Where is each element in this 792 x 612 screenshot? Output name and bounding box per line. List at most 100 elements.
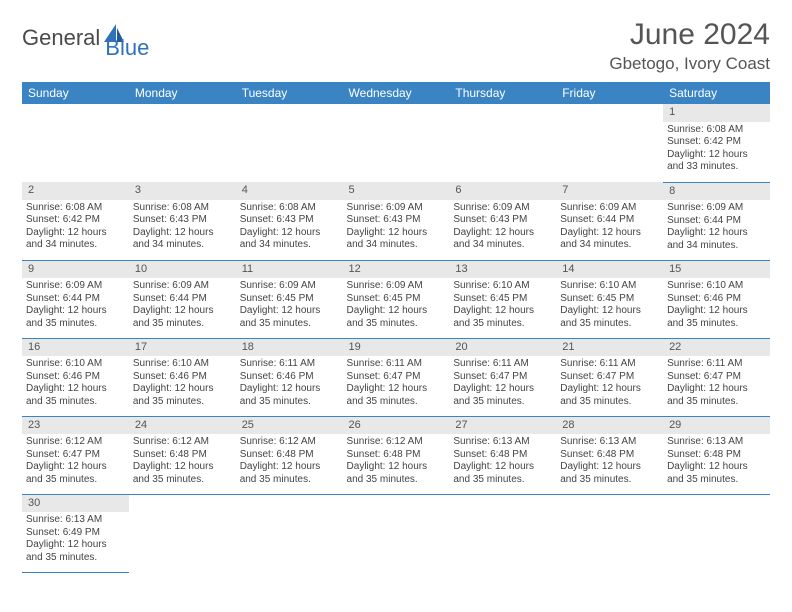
sunset-line: Sunset: 6:48 PM xyxy=(347,449,446,462)
day-content: 19Sunrise: 6:11 AMSunset: 6:47 PMDayligh… xyxy=(347,339,446,409)
day-number: 28 xyxy=(556,417,663,435)
day-content: 10Sunrise: 6:09 AMSunset: 6:44 PMDayligh… xyxy=(133,261,232,331)
day-number: 25 xyxy=(236,417,343,435)
day-content: 23Sunrise: 6:12 AMSunset: 6:47 PMDayligh… xyxy=(26,417,125,487)
sunrise-line: Sunrise: 6:09 AM xyxy=(667,202,766,215)
sunrise-line: Sunrise: 6:13 AM xyxy=(667,436,766,449)
day-number: 26 xyxy=(343,417,450,435)
day-cell xyxy=(236,104,343,182)
sunrise-line: Sunrise: 6:10 AM xyxy=(667,280,766,293)
daylight-line: Daylight: 12 hours xyxy=(560,461,659,474)
daylight-line: Daylight: 12 hours xyxy=(560,227,659,240)
sunrise-line: Sunrise: 6:09 AM xyxy=(240,280,339,293)
day-content: 12Sunrise: 6:09 AMSunset: 6:45 PMDayligh… xyxy=(347,261,446,331)
day-cell xyxy=(449,104,556,182)
day-content: 21Sunrise: 6:11 AMSunset: 6:47 PMDayligh… xyxy=(560,339,659,409)
sunset-line: Sunset: 6:47 PM xyxy=(347,371,446,384)
daylight-line: and 35 minutes. xyxy=(240,318,339,331)
sunrise-line: Sunrise: 6:09 AM xyxy=(453,202,552,215)
day-number: 23 xyxy=(22,417,129,435)
day-content: 2Sunrise: 6:08 AMSunset: 6:42 PMDaylight… xyxy=(26,182,125,252)
daylight-line: Daylight: 12 hours xyxy=(453,383,552,396)
daylight-line: and 35 minutes. xyxy=(453,474,552,487)
sunrise-line: Sunrise: 6:08 AM xyxy=(133,202,232,215)
sunrise-line: Sunrise: 6:11 AM xyxy=(667,358,766,371)
daylight-line: Daylight: 12 hours xyxy=(453,461,552,474)
sunset-line: Sunset: 6:49 PM xyxy=(26,527,125,540)
daylight-line: and 35 minutes. xyxy=(560,318,659,331)
location-label: Gbetogo, Ivory Coast xyxy=(609,54,770,74)
day-number: 11 xyxy=(236,261,343,279)
daylight-line: and 35 minutes. xyxy=(240,474,339,487)
day-cell xyxy=(449,494,556,572)
sunrise-line: Sunrise: 6:11 AM xyxy=(347,358,446,371)
week-row: 2Sunrise: 6:08 AMSunset: 6:42 PMDaylight… xyxy=(22,182,770,260)
daylight-line: and 35 minutes. xyxy=(347,318,446,331)
sunrise-line: Sunrise: 6:12 AM xyxy=(26,436,125,449)
day-content: 30Sunrise: 6:13 AMSunset: 6:49 PMDayligh… xyxy=(26,495,125,565)
day-cell: 12Sunrise: 6:09 AMSunset: 6:45 PMDayligh… xyxy=(343,260,450,338)
day-number: 8 xyxy=(663,183,770,201)
daylight-line: Daylight: 12 hours xyxy=(133,383,232,396)
day-number: 10 xyxy=(129,261,236,279)
dayhead-sat: Saturday xyxy=(663,82,770,104)
day-cell: 26Sunrise: 6:12 AMSunset: 6:48 PMDayligh… xyxy=(343,416,450,494)
sunset-line: Sunset: 6:48 PM xyxy=(453,449,552,462)
daylight-line: Daylight: 12 hours xyxy=(240,383,339,396)
week-row: 9Sunrise: 6:09 AMSunset: 6:44 PMDaylight… xyxy=(22,260,770,338)
day-cell: 14Sunrise: 6:10 AMSunset: 6:45 PMDayligh… xyxy=(556,260,663,338)
daylight-line: and 35 minutes. xyxy=(347,396,446,409)
daylight-line: and 35 minutes. xyxy=(453,318,552,331)
daylight-line: and 34 minutes. xyxy=(133,239,232,252)
day-number: 15 xyxy=(663,261,770,279)
sunrise-line: Sunrise: 6:10 AM xyxy=(26,358,125,371)
daylight-line: and 34 minutes. xyxy=(667,240,766,253)
day-content: 11Sunrise: 6:09 AMSunset: 6:45 PMDayligh… xyxy=(240,261,339,331)
day-content: 13Sunrise: 6:10 AMSunset: 6:45 PMDayligh… xyxy=(453,261,552,331)
day-number: 29 xyxy=(663,417,770,435)
day-cell xyxy=(556,104,663,182)
day-content: 20Sunrise: 6:11 AMSunset: 6:47 PMDayligh… xyxy=(453,339,552,409)
day-cell: 27Sunrise: 6:13 AMSunset: 6:48 PMDayligh… xyxy=(449,416,556,494)
daylight-line: and 35 minutes. xyxy=(133,396,232,409)
calendar-page: General Blue June 2024 Gbetogo, Ivory Co… xyxy=(0,0,792,591)
daylight-line: Daylight: 12 hours xyxy=(347,305,446,318)
sunset-line: Sunset: 6:43 PM xyxy=(133,214,232,227)
sunrise-line: Sunrise: 6:13 AM xyxy=(560,436,659,449)
sunrise-line: Sunrise: 6:09 AM xyxy=(26,280,125,293)
sunset-line: Sunset: 6:42 PM xyxy=(26,214,125,227)
daylight-line: Daylight: 12 hours xyxy=(26,461,125,474)
daylight-line: and 33 minutes. xyxy=(667,161,766,174)
day-cell: 29Sunrise: 6:13 AMSunset: 6:48 PMDayligh… xyxy=(663,416,770,494)
sunset-line: Sunset: 6:46 PM xyxy=(133,371,232,384)
month-title: June 2024 xyxy=(609,18,770,52)
day-content: 29Sunrise: 6:13 AMSunset: 6:48 PMDayligh… xyxy=(667,417,766,487)
daylight-line: and 35 minutes. xyxy=(667,396,766,409)
brand-main: General xyxy=(22,25,100,51)
day-cell: 2Sunrise: 6:08 AMSunset: 6:42 PMDaylight… xyxy=(22,182,129,260)
dayhead-tue: Tuesday xyxy=(236,82,343,104)
dayhead-wed: Wednesday xyxy=(343,82,450,104)
day-number: 18 xyxy=(236,339,343,357)
day-cell: 7Sunrise: 6:09 AMSunset: 6:44 PMDaylight… xyxy=(556,182,663,260)
daylight-line: Daylight: 12 hours xyxy=(133,305,232,318)
day-cell: 21Sunrise: 6:11 AMSunset: 6:47 PMDayligh… xyxy=(556,338,663,416)
day-number: 14 xyxy=(556,261,663,279)
daylight-line: Daylight: 12 hours xyxy=(560,305,659,318)
day-content: 17Sunrise: 6:10 AMSunset: 6:46 PMDayligh… xyxy=(133,339,232,409)
day-number: 6 xyxy=(449,182,556,200)
brand-logo: General Blue xyxy=(22,24,169,52)
day-content: 27Sunrise: 6:13 AMSunset: 6:48 PMDayligh… xyxy=(453,417,552,487)
sunset-line: Sunset: 6:44 PM xyxy=(667,215,766,228)
day-cell: 17Sunrise: 6:10 AMSunset: 6:46 PMDayligh… xyxy=(129,338,236,416)
day-cell xyxy=(556,494,663,572)
day-number: 30 xyxy=(22,495,129,513)
daylight-line: and 35 minutes. xyxy=(26,474,125,487)
day-content: 26Sunrise: 6:12 AMSunset: 6:48 PMDayligh… xyxy=(347,417,446,487)
day-cell: 6Sunrise: 6:09 AMSunset: 6:43 PMDaylight… xyxy=(449,182,556,260)
sunrise-line: Sunrise: 6:08 AM xyxy=(667,124,766,137)
sunset-line: Sunset: 6:48 PM xyxy=(133,449,232,462)
daylight-line: Daylight: 12 hours xyxy=(347,227,446,240)
sunrise-line: Sunrise: 6:12 AM xyxy=(133,436,232,449)
day-content: 18Sunrise: 6:11 AMSunset: 6:46 PMDayligh… xyxy=(240,339,339,409)
